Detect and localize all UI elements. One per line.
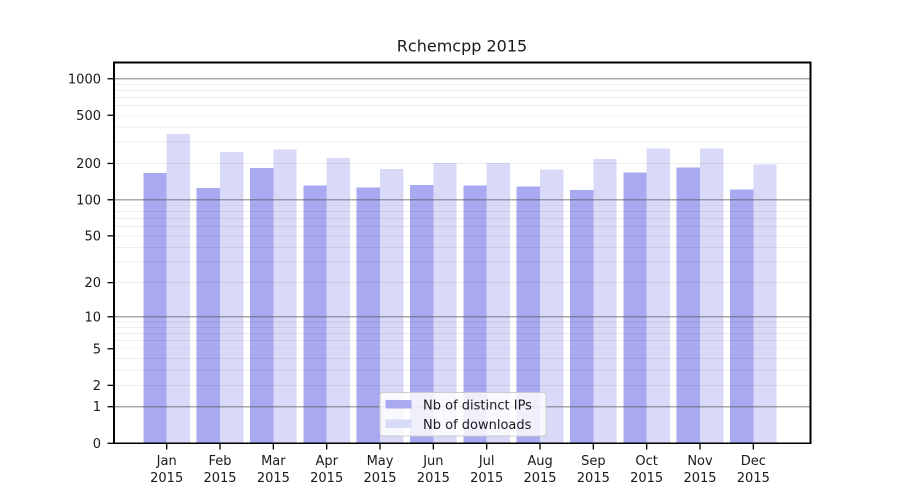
y-tick-label-1: 1 <box>93 400 101 415</box>
bar-distinct-ips-may <box>356 187 381 444</box>
x-tick-label-jul-2015: Jul 2015 <box>470 454 503 486</box>
x-tick-label-jan-2015: Jan 2015 <box>150 454 183 486</box>
bar-distinct-ips-feb <box>196 188 221 444</box>
x-tick-label-nov-2015: Nov 2015 <box>683 454 716 486</box>
y-tick-label-5: 5 <box>93 342 101 357</box>
bar-downloads-jun <box>433 162 457 444</box>
y-tick-label-1000: 1000 <box>68 72 101 87</box>
x-tick-label-may-2015: May 2015 <box>363 454 396 486</box>
x-tick-label-jun-2015: Jun 2015 <box>417 454 450 486</box>
x-tick-label-oct-2015: Oct 2015 <box>630 454 663 486</box>
bar-downloads-oct <box>646 148 670 444</box>
bar-downloads-aug <box>540 169 564 444</box>
y-tick-label-500: 500 <box>76 109 101 124</box>
legend-label-distinct-ips: Nb of distinct IPs <box>423 399 532 414</box>
y-tick-label-2: 2 <box>93 379 101 394</box>
y-tick-label-100: 100 <box>76 193 101 208</box>
legend-swatch-distinct-ips <box>385 400 412 409</box>
bar-downloads-sep <box>593 158 617 444</box>
plot-border <box>113 61 812 445</box>
bar-downloads-may <box>380 168 404 444</box>
y-tick-label-10: 10 <box>84 310 101 325</box>
bar-downloads-jul <box>486 163 511 444</box>
legend-swatch-downloads <box>385 419 412 428</box>
bar-distinct-ips-nov <box>676 167 700 444</box>
bars-layer <box>143 134 777 444</box>
bar-downloads-apr <box>326 158 351 444</box>
x-tick-label-sep-2015: Sep 2015 <box>577 454 610 486</box>
bar-downloads-nov <box>700 148 724 444</box>
y-tick-label-200: 200 <box>76 157 101 172</box>
bar-distinct-ips-aug <box>516 186 541 444</box>
legend: Nb of distinct IPs Nb of downloads <box>379 392 547 437</box>
legend-frame <box>379 392 547 437</box>
x-tick-label-feb-2015: Feb 2015 <box>203 454 236 486</box>
y-tick-label-50: 50 <box>84 229 101 244</box>
bar-distinct-ips-jan <box>143 172 167 444</box>
bar-downloads-mar <box>273 149 297 444</box>
bar-distinct-ips-oct <box>623 172 647 444</box>
x-tick-label-mar-2015: Mar 2015 <box>257 454 290 486</box>
x-axis-labels: Jan 2015 Feb 2015 Mar 2015 Apr 2015 May 2015 Jun 20… <box>150 454 770 486</box>
bar-distinct-ips-apr <box>303 185 327 444</box>
bar-distinct-ips-jun <box>410 184 434 444</box>
bar-downloads-dec <box>753 164 777 444</box>
legend-label-downloads: Nb of downloads <box>423 418 532 433</box>
bar-downloads-feb <box>220 152 244 444</box>
x-tick-label-dec-2015: Dec 2015 <box>737 454 770 486</box>
axes-layer <box>107 61 812 450</box>
x-tick-label-aug-2015: Aug 2015 <box>523 454 556 486</box>
y-tick-label-20: 20 <box>84 276 101 291</box>
bar-downloads-jan <box>166 134 191 444</box>
bar-distinct-ips-mar <box>250 167 274 444</box>
gridlines-layer <box>114 78 811 408</box>
y-tick-label-0: 0 <box>93 437 101 452</box>
chart-title: Rchemcpp 2015 <box>397 37 527 56</box>
x-tick-label-apr-2015: Apr 2015 <box>310 454 343 486</box>
bar-distinct-ips-jul <box>463 185 487 444</box>
y-axis-labels: 0 1 2 5 10 20 50 100 200 500 1000 <box>68 72 101 452</box>
